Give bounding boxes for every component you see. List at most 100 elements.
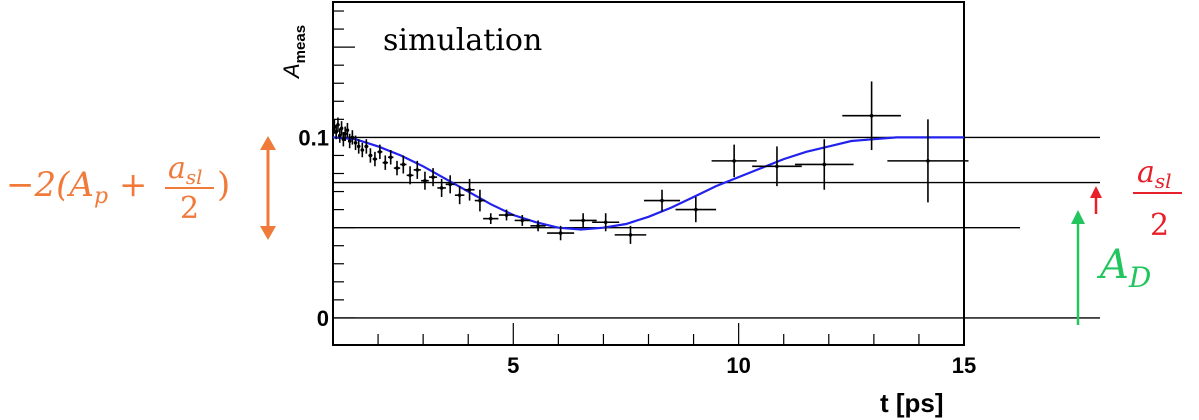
point-marker [775, 164, 779, 169]
svg-text:Ameas: Ameas [279, 25, 309, 80]
right-fraction-numerator-sub: sl [1155, 169, 1172, 193]
x-tick-label: 15 [952, 353, 976, 378]
svg-text:AD: AD [1096, 242, 1151, 294]
svg-text:−2(Ap +: −2(Ap + [6, 165, 147, 209]
y-ticks [333, 10, 355, 319]
point-marker [336, 122, 340, 127]
point-marker [415, 168, 420, 172]
data-point [569, 213, 597, 228]
point-marker [378, 150, 382, 154]
point-marker [581, 218, 585, 223]
data-point [341, 131, 346, 147]
data-point [382, 155, 388, 170]
x-axis-label: t [ps] [880, 388, 944, 418]
data-point [842, 81, 901, 151]
point-marker [401, 162, 406, 167]
data-point [360, 142, 365, 158]
data-point [437, 178, 446, 197]
data-point [752, 146, 802, 187]
data-point [345, 122, 350, 138]
point-marker [431, 175, 435, 179]
right-fraction-denominator: 2 [1150, 208, 1169, 243]
point-marker [345, 128, 350, 132]
point-marker [395, 166, 399, 170]
point-marker [339, 126, 344, 131]
data-point [350, 130, 355, 145]
point-marker [439, 186, 444, 190]
data-point [377, 144, 383, 160]
x-tick-label: 10 [726, 353, 750, 378]
data-point [614, 225, 647, 244]
point-marker [478, 198, 482, 203]
point-marker [488, 216, 493, 221]
data-point [368, 148, 373, 163]
data-point [332, 119, 337, 134]
y-tick-labels: 00.1 [298, 125, 329, 331]
point-marker [356, 144, 361, 149]
point-marker [368, 153, 373, 158]
red-arrow-icon [1090, 186, 1102, 214]
fit-curve [332, 136, 964, 231]
x-ticks [332, 323, 965, 345]
fit-curve-line [332, 136, 964, 231]
right-fraction: asl 2 [1133, 155, 1182, 243]
left-expression-plus: + [108, 165, 147, 205]
data-point [464, 178, 475, 201]
data-point [413, 160, 421, 179]
data-point [387, 150, 394, 165]
left-expression-sub: p [94, 184, 108, 209]
point-marker [341, 137, 346, 141]
data-point [347, 133, 352, 149]
point-marker [334, 130, 338, 134]
point-marker [536, 224, 540, 228]
y-axis-label: Ameas [279, 25, 309, 80]
point-marker [360, 148, 365, 152]
left-expression-close: ) [217, 165, 230, 205]
data-point [592, 213, 620, 232]
point-marker [353, 141, 358, 145]
data-point [337, 128, 342, 143]
data-point [547, 225, 575, 241]
data-point [643, 189, 681, 212]
right-label-sub: D [1128, 261, 1151, 294]
data-point [887, 119, 969, 203]
svg-text:asl: asl [168, 151, 203, 189]
point-marker [383, 160, 388, 165]
reference-lines [333, 136, 1100, 319]
data-point [429, 168, 438, 187]
point-marker [337, 133, 342, 138]
point-marker [732, 159, 736, 163]
data-point [356, 139, 361, 154]
point-marker [603, 220, 608, 225]
point-marker [448, 182, 452, 187]
point-marker [388, 155, 393, 160]
data-point [454, 186, 465, 205]
data-point [675, 196, 717, 223]
left-expression: −2(Ap + asl 2 ) [6, 151, 230, 226]
left-fraction-numerator: a [168, 151, 186, 186]
point-marker [926, 159, 930, 163]
data-point [474, 189, 486, 212]
data-point [372, 151, 378, 167]
point-marker [660, 198, 664, 203]
point-marker [467, 187, 472, 192]
point-marker [628, 233, 633, 237]
right-label-main: A [1096, 242, 1129, 288]
data-point [530, 220, 546, 232]
point-marker [869, 113, 874, 118]
y-tick-label: 0.1 [298, 125, 329, 150]
data-point [336, 117, 340, 132]
point-marker [423, 178, 427, 183]
data-points [332, 81, 969, 244]
point-marker [343, 131, 347, 136]
data-point [406, 166, 414, 185]
data-point [393, 160, 401, 176]
left-fraction-denominator: 2 [180, 191, 199, 226]
data-point [421, 171, 429, 190]
data-point [445, 175, 455, 194]
point-marker [694, 207, 698, 212]
data-point [343, 126, 347, 142]
data-point [794, 139, 854, 190]
point-marker [347, 139, 352, 143]
